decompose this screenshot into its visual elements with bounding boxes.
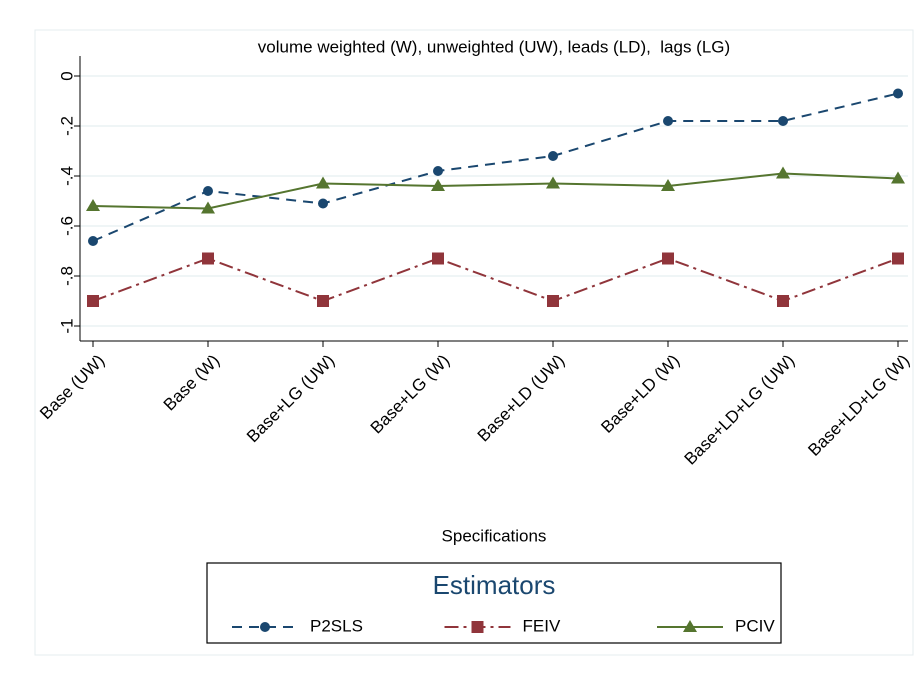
data-point xyxy=(778,116,788,126)
data-point xyxy=(203,186,213,196)
data-point xyxy=(777,295,789,307)
data-point xyxy=(431,179,445,191)
data-point xyxy=(432,252,444,265)
data-point xyxy=(433,166,443,176)
y-tick-label: -.2 xyxy=(57,116,76,136)
legend-marker xyxy=(260,622,270,632)
legend-label: P2SLS xyxy=(310,616,363,635)
legend-marker xyxy=(471,621,484,633)
y-tick-label: 0 xyxy=(57,71,76,80)
y-tick-label: -1 xyxy=(57,318,76,333)
data-point xyxy=(88,236,98,246)
data-point xyxy=(201,201,215,214)
data-point xyxy=(318,198,328,209)
data-point xyxy=(891,171,905,184)
data-point xyxy=(202,252,214,265)
series-line xyxy=(92,257,899,303)
data-point xyxy=(662,252,674,265)
data-point xyxy=(892,252,904,265)
chart-frame xyxy=(34,29,914,656)
data-point xyxy=(546,176,560,189)
data-point xyxy=(87,295,99,307)
data-point xyxy=(776,166,790,179)
legend-label: FEIV xyxy=(523,616,561,635)
data-point xyxy=(547,295,559,307)
legend-marker xyxy=(683,620,697,632)
chart-title: volume weighted (W), unweighted (UW), le… xyxy=(258,37,730,56)
data-point xyxy=(317,295,329,307)
legend-title: Estimators xyxy=(433,570,556,600)
series-line xyxy=(92,172,899,210)
y-tick-label: -.8 xyxy=(57,266,76,286)
series-line xyxy=(92,92,899,242)
y-tick-label: -.4 xyxy=(57,166,76,186)
x-axis-title: Specifications xyxy=(442,526,547,545)
data-point xyxy=(663,116,673,126)
y-tick-label: -.6 xyxy=(57,216,76,236)
data-point xyxy=(661,179,675,191)
data-point xyxy=(316,176,330,189)
data-point xyxy=(86,199,100,211)
data-point xyxy=(548,151,558,161)
legend-label: PCIV xyxy=(735,616,775,635)
data-point xyxy=(893,88,903,99)
